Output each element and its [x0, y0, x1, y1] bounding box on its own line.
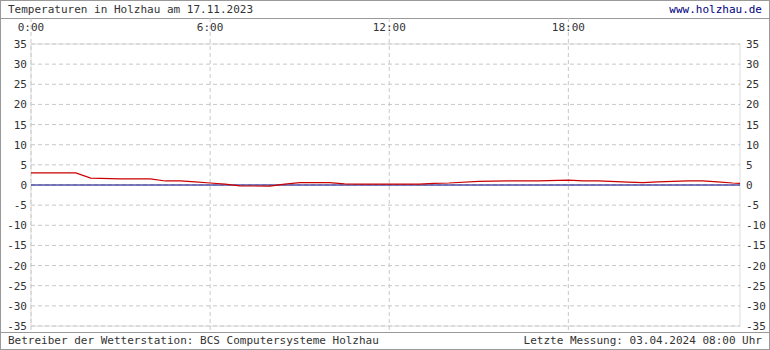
footer-rule — [0, 332, 770, 333]
y-tick-label-right: -5 — [746, 199, 759, 212]
x-tick-label: 12:00 — [373, 21, 406, 34]
y-tick-label: -10 — [7, 219, 27, 232]
grid-line — [31, 18, 32, 332]
y-tick-label: 0 — [20, 179, 27, 192]
grid-line — [31, 44, 740, 45]
grid-line — [210, 18, 211, 332]
grid-line — [31, 285, 740, 286]
y-tick-label: -35 — [7, 320, 27, 333]
grid-line — [31, 84, 740, 85]
grid-line — [31, 144, 740, 145]
y-tick-label-right: -20 — [746, 260, 766, 273]
grid-line — [31, 64, 740, 65]
y-tick-label-right: 30 — [746, 58, 759, 71]
y-tick-label-right: 20 — [746, 98, 759, 111]
y-tick-label: -30 — [7, 300, 27, 313]
y-tick-label: 35 — [14, 38, 27, 51]
y-tick-label: 5 — [20, 159, 27, 172]
y-tick-label: 30 — [14, 58, 27, 71]
y-tick-label: -20 — [7, 260, 27, 273]
series-group — [31, 173, 740, 186]
y-tick-label-right: 35 — [746, 38, 759, 51]
x-tick-label: 6:00 — [197, 21, 224, 34]
grid-line — [31, 124, 740, 125]
url: www.holzhau.de — [669, 3, 762, 16]
y-tick-label-right: -25 — [746, 280, 766, 293]
y-tick-label-right: -10 — [746, 219, 766, 232]
y-tick-label: -25 — [7, 280, 27, 293]
plot-frame — [31, 44, 740, 326]
header-rule — [0, 18, 770, 19]
y-tick-label: 25 — [14, 78, 27, 91]
grid-line — [568, 18, 569, 332]
y-tick-label-right: 10 — [746, 139, 759, 152]
grid-line — [389, 18, 390, 332]
y-tick-label-right: 5 — [746, 159, 753, 172]
y-tick-label: 10 — [14, 139, 27, 152]
line — [31, 173, 740, 186]
y-tick-label-right: -30 — [746, 300, 766, 313]
x-tick-label: 0:00 — [18, 21, 45, 34]
title: Temperaturen in Holzhau am 17.11.2023 — [8, 3, 253, 16]
y-tick-label-right: 25 — [746, 78, 759, 91]
chart: -35 -35 -30 -30 -25 -25 -20 -20 -15 -15 -10 -10 -5 -5… — [0, 0, 770, 350]
grid-line — [31, 104, 740, 105]
y-tick-label: 15 — [14, 119, 27, 132]
grid-line — [31, 305, 740, 306]
grid-line — [31, 205, 740, 206]
x-tick-label: 18:00 — [552, 21, 585, 34]
border — [1, 1, 770, 350]
y-tick-label-right: 0 — [746, 179, 753, 192]
grid-line — [31, 245, 740, 246]
grid-line — [31, 326, 740, 327]
last-measurement: Letzte Messung: 03.04.2024 08:00 Uhr — [524, 334, 763, 347]
y-tick-label: -5 — [14, 199, 27, 212]
y-tick-label-right: 15 — [746, 119, 759, 132]
grid-line — [31, 225, 740, 226]
grid-line — [31, 164, 740, 165]
y-tick-label: 20 — [14, 98, 27, 111]
grid-line — [31, 265, 740, 266]
y-tick-label-right: -35 — [746, 320, 766, 333]
y-tick-label-right: -15 — [746, 239, 766, 252]
operator: Betreiber der Wetterstation: BCS Compute… — [8, 334, 379, 347]
y-tick-label: -15 — [7, 239, 27, 252]
